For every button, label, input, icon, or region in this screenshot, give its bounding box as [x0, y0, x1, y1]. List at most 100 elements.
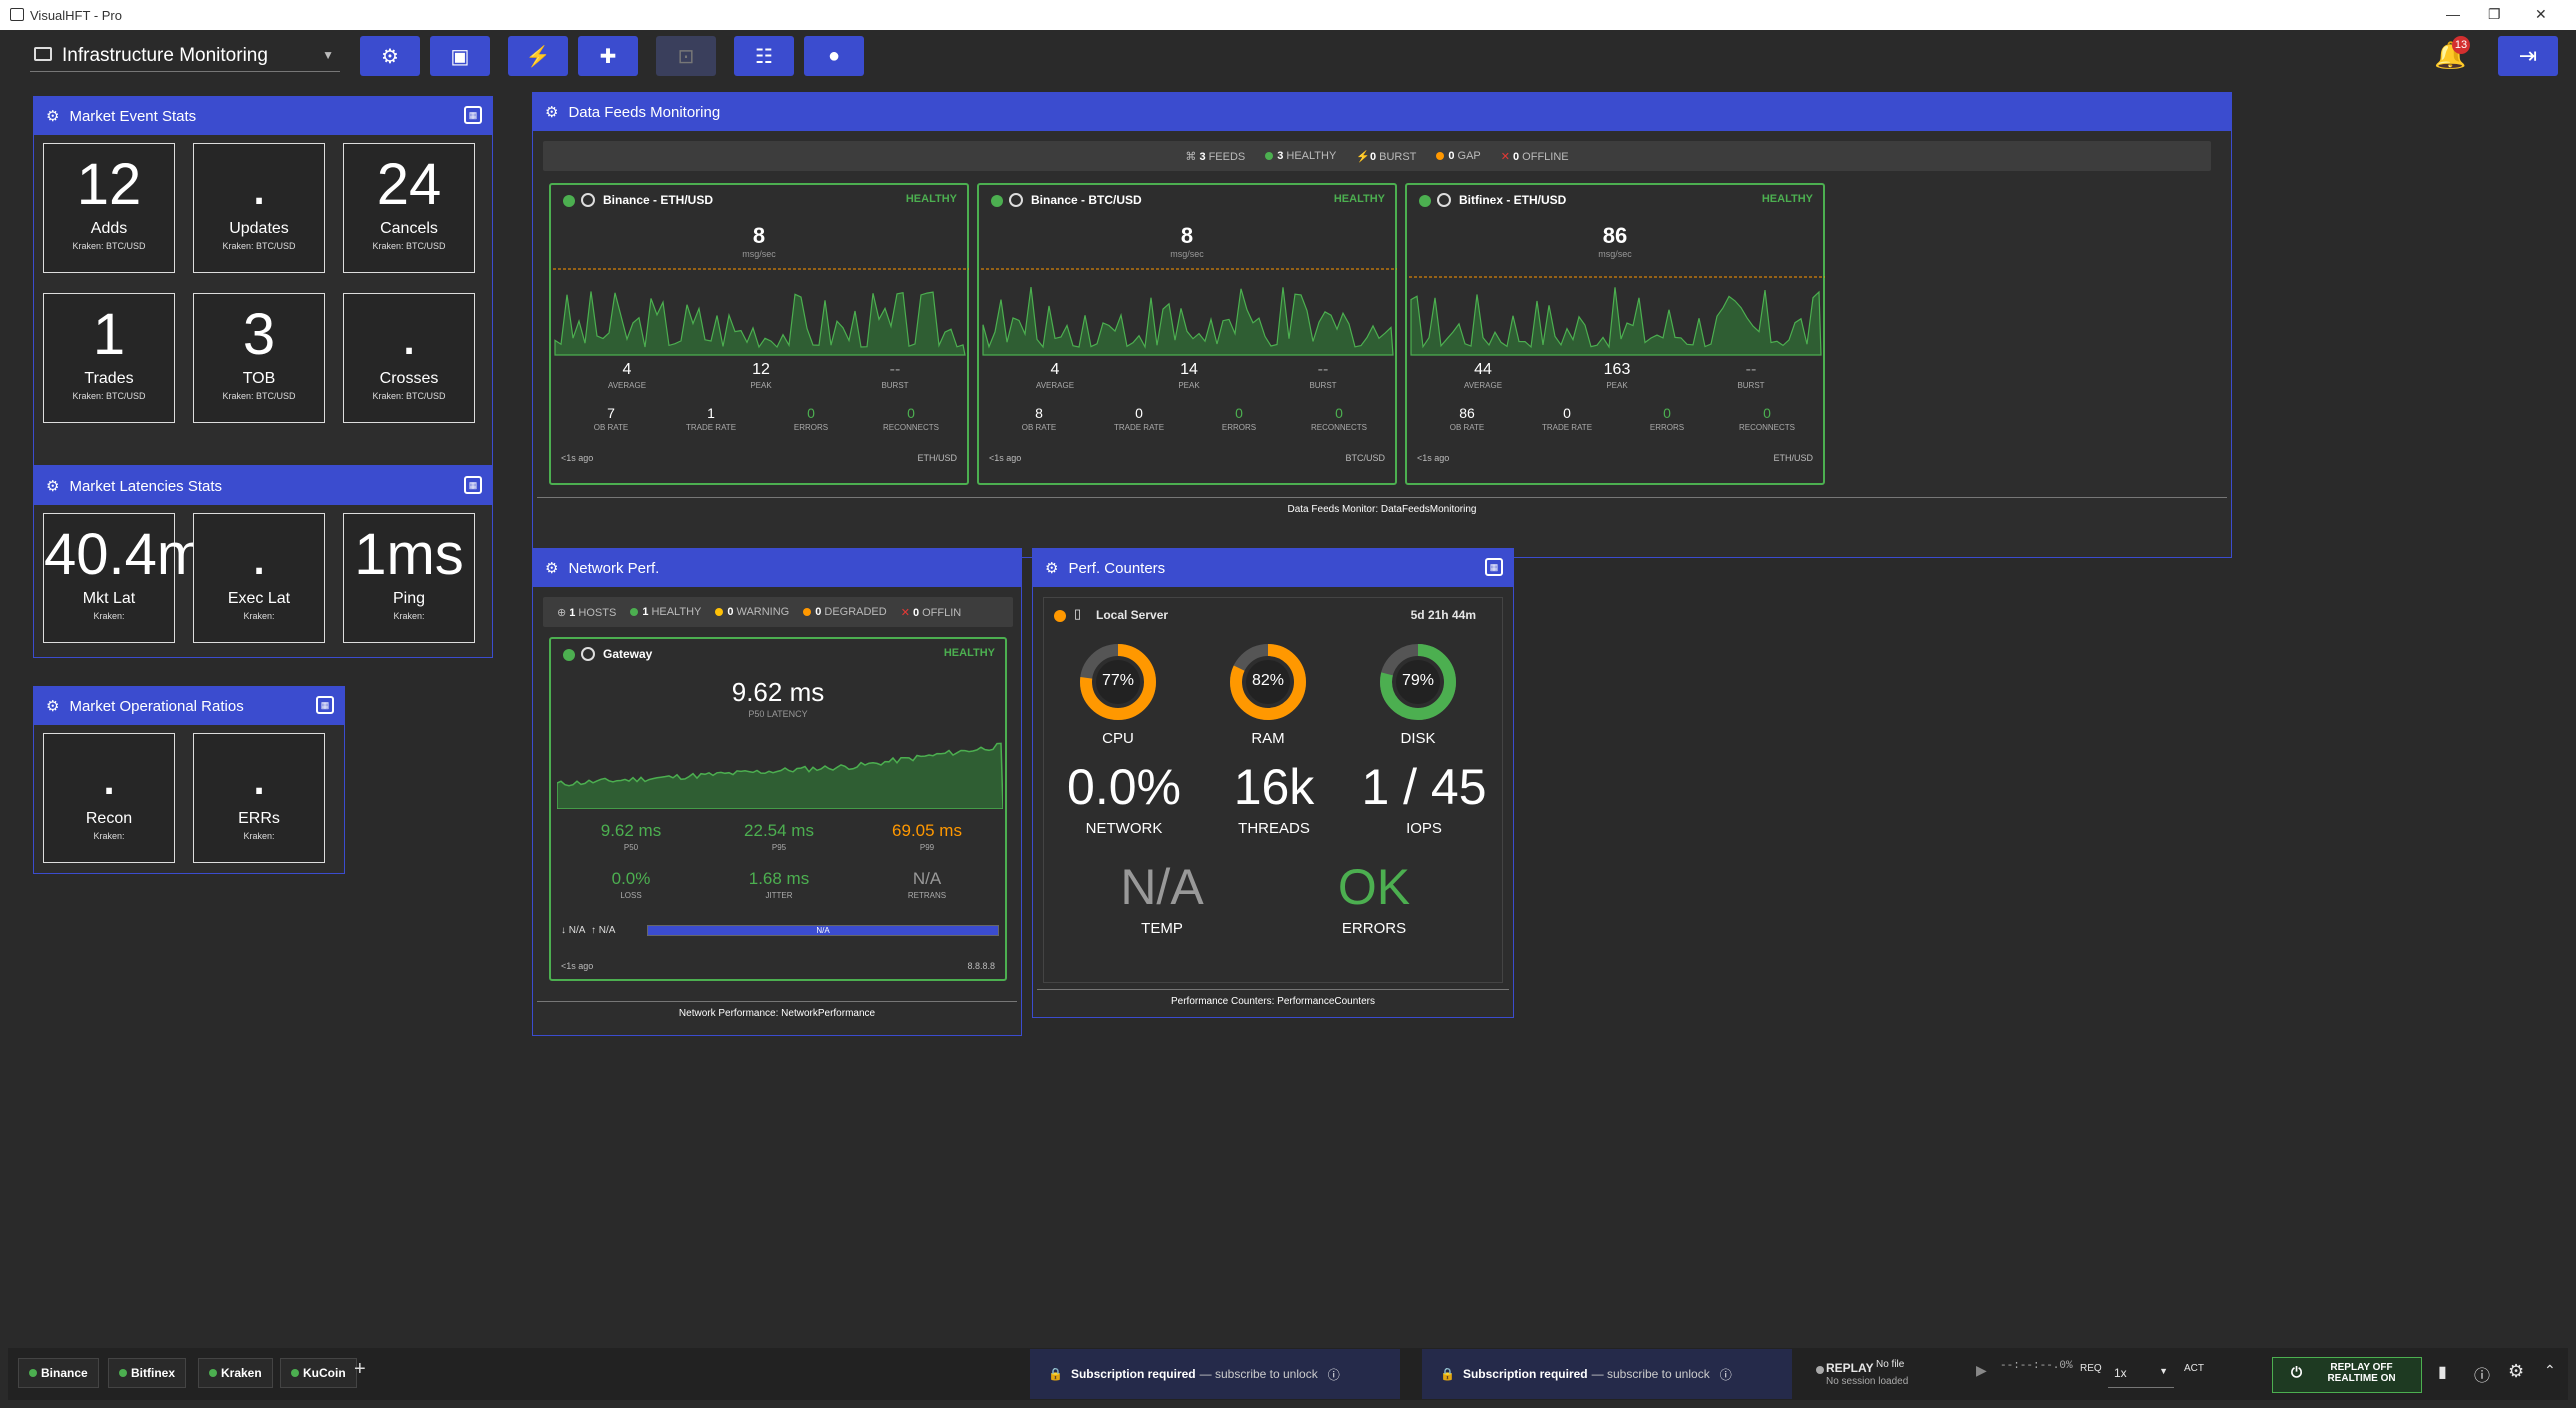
chart-settings-icon[interactable]: ▦: [1485, 558, 1503, 576]
chevron-up-icon[interactable]: ⌃: [2544, 1362, 2556, 1378]
top-toolbar: Infrastructure Monitoring ▼ ⚙ ▣ ⚡ ✚ ⊡ ☷ …: [8, 30, 2568, 82]
exchange-tab[interactable]: Kraken: [198, 1358, 273, 1388]
stat-value: .: [100, 742, 118, 807]
replay-time: --:--:--.0%: [2000, 1360, 2073, 1372]
feed-rate-unit: msg/sec: [742, 249, 776, 259]
notifications-button[interactable]: 🔔 13: [2434, 36, 2470, 71]
stat-value: 1: [92, 302, 126, 367]
gear-icon[interactable]: ⚙: [46, 478, 60, 495]
puzzle-icon: ✚: [599, 45, 617, 68]
dashboard-selector[interactable]: Infrastructure Monitoring ▼: [30, 40, 340, 72]
ob-rate-metric: 86 OB RATE: [1449, 405, 1485, 432]
display-button[interactable]: ▣: [430, 36, 490, 76]
stat-value: .: [250, 742, 268, 807]
exchange-name: Bitfinex: [131, 1366, 176, 1380]
gauge-value: 77%: [1101, 672, 1135, 689]
stat-tile: . Crosses Kraken: BTC/USD: [343, 293, 475, 423]
feed-rate: 86: [1602, 223, 1628, 248]
power-icon: ⏻: [2291, 1364, 2303, 1380]
feed-rate-unit: msg/sec: [1170, 249, 1204, 259]
feeds-count: ⌘ 3 FEEDS: [1185, 150, 1246, 163]
panel-title: Market Event Stats: [69, 107, 197, 125]
notification-badge: 13: [2452, 36, 2470, 54]
feed-card[interactable]: Bitfinex - ETH/USD HEALTHY 86 msg/sec 44 AVER…: [1405, 183, 1825, 485]
subscription-banner-1[interactable]: 🔒 Subscription required — subscribe to unl…: [1030, 1349, 1400, 1399]
settings-button[interactable]: ⚙: [360, 36, 420, 76]
logout-button[interactable]: ⇥: [2498, 36, 2558, 76]
account-button[interactable]: ●: [804, 36, 864, 76]
stat-value: 12: [76, 152, 142, 217]
layout-button[interactable]: ☷: [734, 36, 794, 76]
burst-metric: -- BURST: [881, 361, 909, 390]
dashboard-name: Infrastructure Monitoring: [62, 45, 268, 66]
gear-icon[interactable]: ⚙: [545, 560, 559, 577]
stat-value: 40.4ms: [44, 522, 235, 587]
chart-settings-icon[interactable]: ▦: [464, 476, 482, 494]
display-icon: ▣: [450, 45, 470, 68]
stat-value: .: [400, 302, 418, 367]
gear-icon[interactable]: ⚙: [46, 108, 60, 125]
stat-source: Kraken: BTC/USD: [72, 391, 146, 401]
status-dot: [1054, 610, 1066, 622]
feed-card[interactable]: Binance - ETH/USD HEALTHY 8 msg/sec 4 AVERAGE…: [549, 183, 969, 485]
hosts-count: ⊕ 1 HOSTS: [557, 606, 617, 619]
trade-rate-metric: 0 TRADE RATE: [1541, 405, 1593, 432]
p99-metric: 69.05 ms P99: [892, 821, 962, 852]
gear-icon[interactable]: ⚙: [2508, 1361, 2525, 1381]
reconnects-metric: 0 RECONNECTS: [1310, 405, 1367, 432]
perf-counters-panel: ⚙ Perf. Counters ▦ ▯ Local Server 5d 21h 4…: [1032, 548, 1514, 1018]
replay-toggle-button[interactable]: ⏻ REPLAY OFF REALTIME ON: [2272, 1357, 2422, 1393]
errors-value: OK: [1337, 859, 1411, 915]
act-label: ACT: [2184, 1363, 2204, 1374]
temp-value: N/A: [1120, 859, 1204, 915]
exchange-tab[interactable]: Bitfinex: [108, 1358, 187, 1388]
chart-settings-icon[interactable]: ▦: [464, 106, 482, 124]
bookmark-icon[interactable]: ▮: [2438, 1364, 2447, 1381]
server-card[interactable]: ▯ Local Server 5d 21h 44m 77% CPU 82% RAM 79…: [1043, 597, 1503, 983]
play-icon[interactable]: ▶: [1976, 1362, 1987, 1378]
close-button[interactable]: ✕: [2535, 6, 2547, 22]
minimize-button[interactable]: —: [2446, 6, 2460, 22]
feed-sparkline: [553, 268, 969, 356]
maximize-button[interactable]: ❐: [2488, 6, 2501, 22]
latency-value: 9.62 ms: [731, 677, 825, 707]
p50-metric: 9.62 ms P50: [600, 821, 662, 852]
info-icon[interactable]: ⓘ: [2474, 1368, 2491, 1385]
monitor-icon: [34, 47, 52, 61]
feed-status: HEALTHY: [1333, 193, 1385, 205]
burst-count: ⚡0 BURST: [1356, 150, 1417, 163]
panel-title: Perf. Counters: [1068, 559, 1166, 577]
warning-dot: [715, 608, 724, 617]
antenna-icon: ⌘: [1185, 150, 1200, 163]
subscription-banner-2[interactable]: 🔒 Subscription required — subscribe to unl…: [1422, 1349, 1792, 1399]
chart-settings-icon[interactable]: ▦: [316, 696, 334, 714]
burst-metric: -- BURST: [1737, 361, 1765, 390]
stat-value: 3: [242, 302, 276, 367]
exchange-tab[interactable]: KuCoin: [280, 1358, 357, 1388]
market-latencies-panel: ⚙ Market Latencies Stats ▦ 40.4ms Mkt Lat Kr…: [33, 466, 493, 658]
reconnects-metric: 0 RECONNECTS: [882, 405, 939, 432]
status-dot: [209, 1369, 217, 1377]
bolt-button[interactable]: ⚡: [508, 36, 568, 76]
gear-icon[interactable]: ⚙: [46, 698, 60, 715]
gear-icon[interactable]: ⚙: [545, 104, 559, 121]
warning-count: 0 WARNING: [715, 606, 789, 618]
gear-icon[interactable]: ⚙: [1045, 560, 1059, 577]
plugins-button[interactable]: ✚: [578, 36, 638, 76]
stat-source: Kraken:: [393, 611, 425, 621]
network-host-card[interactable]: Gateway HEALTHY 9.62 ms P50 LATENCY 9.62…: [549, 637, 1007, 981]
stat-label: Recon: [85, 810, 133, 827]
retrans-metric: N/A RETRANS: [907, 869, 947, 900]
healthy-dot: [1265, 152, 1274, 161]
chevron-down-icon: ▼: [2159, 1366, 2168, 1376]
speed-select[interactable]: 1x ▼: [2108, 1358, 2174, 1388]
gauge-value: 82%: [1251, 672, 1285, 689]
app-root: Infrastructure Monitoring ▼ ⚙ ▣ ⚡ ✚ ⊡ ☷ …: [8, 30, 2568, 1400]
exchange-tab[interactable]: Binance: [18, 1358, 99, 1388]
avg-metric: 44 AVERAGE: [1463, 361, 1503, 390]
app-icon: [10, 8, 24, 21]
locked-button[interactable]: ⊡: [656, 36, 716, 76]
feed-card[interactable]: Binance - BTC/USD HEALTHY 8 msg/sec 4 AVERAGE…: [977, 183, 1397, 485]
add-exchange-button[interactable]: +: [354, 1358, 366, 1380]
trade-rate-metric: 0 TRADE RATE: [1113, 405, 1165, 432]
